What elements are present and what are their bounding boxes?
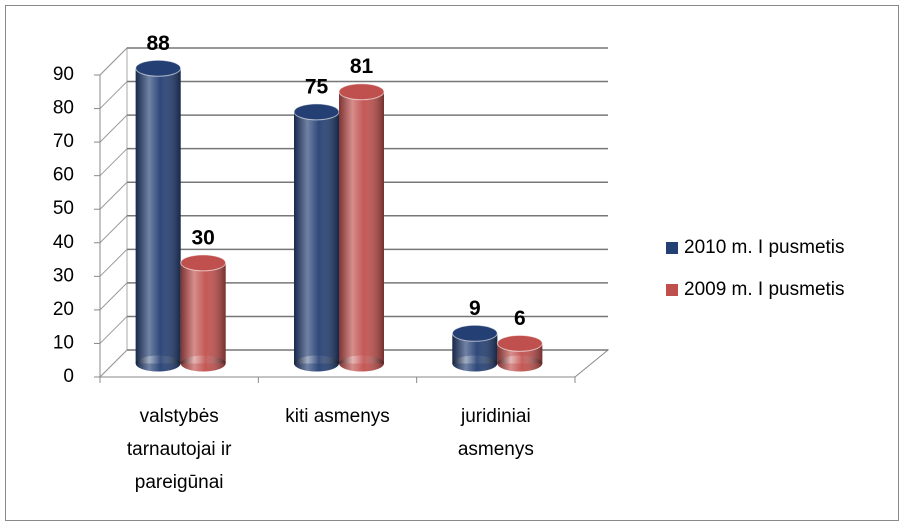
y-tick-label: 20 — [53, 299, 74, 320]
grid-line — [99, 47, 128, 76]
grid-line — [99, 215, 128, 244]
grid-line — [99, 282, 128, 311]
legend-label: 2010 m. I pusmetis — [684, 237, 845, 258]
legend-label: 2009 m. I pusmetis — [684, 279, 845, 300]
bar — [180, 254, 227, 372]
bar — [135, 59, 182, 372]
y-tick-label: 30 — [53, 265, 74, 286]
grid-line — [99, 316, 128, 344]
grid-line — [99, 81, 128, 109]
data-label: 6 — [514, 307, 526, 330]
bar — [496, 334, 543, 372]
y-tick-label: 80 — [53, 98, 74, 119]
bar — [293, 103, 340, 372]
x-tick-label: juridiniai asmenys — [458, 406, 534, 460]
bar — [338, 83, 385, 372]
x-tick-label: valstybės tarnautojai ir pareigūnai — [127, 406, 232, 493]
grid-line — [99, 349, 128, 378]
data-label: 81 — [350, 55, 374, 78]
data-label: 9 — [469, 297, 481, 320]
grid-line — [99, 114, 128, 143]
bar — [451, 324, 498, 372]
y-tick-label: 60 — [53, 165, 74, 186]
legend-swatch — [666, 242, 678, 254]
data-label: 88 — [146, 32, 170, 55]
grid-line — [99, 181, 128, 210]
y-tick-label: 50 — [53, 198, 74, 219]
data-label: 75 — [305, 75, 329, 98]
data-label: 30 — [191, 226, 214, 249]
y-tick-label: 70 — [53, 131, 74, 152]
y-tick-label: 0 — [63, 366, 74, 387]
x-tick-label: kiti asmenys — [285, 406, 390, 427]
y-tick-label: 10 — [53, 332, 74, 353]
y-tick-label: 90 — [53, 64, 74, 85]
legend-swatch — [666, 284, 678, 296]
grid-line — [99, 148, 128, 177]
y-tick-label: 40 — [53, 232, 74, 253]
grid-line — [99, 248, 128, 277]
